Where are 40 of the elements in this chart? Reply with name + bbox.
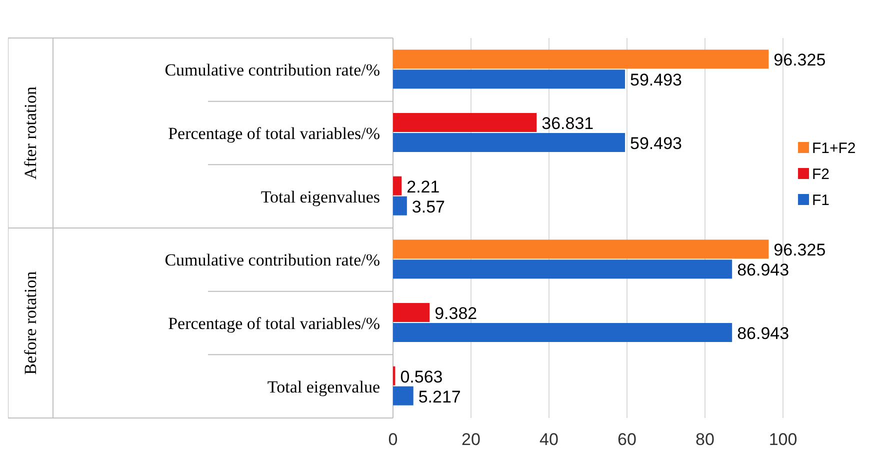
data-label: 59.493 [630, 70, 682, 90]
data-label: 9.382 [434, 304, 478, 323]
data-label: 5.217 [418, 387, 461, 406]
data-label: 0.563 [400, 367, 443, 386]
y-tick-label: Percentage of total variables/% [168, 124, 380, 143]
x-tick-label: 80 [696, 430, 714, 449]
bar [393, 113, 537, 132]
data-label: 96.325 [774, 240, 826, 260]
text: After rotation [21, 86, 40, 180]
x-tick-label: 0 [388, 430, 398, 449]
x-tick-label: 100 [768, 430, 798, 449]
x-tick-label: 20 [462, 430, 480, 449]
bar [393, 133, 626, 152]
legend-label: F1 [812, 192, 830, 209]
bar [393, 50, 769, 69]
y-tick-label: Total eigenvalues [260, 187, 380, 206]
y-tick-label: Total eigenvalue [267, 377, 380, 396]
bar [393, 260, 732, 279]
data-label: 36.831 [542, 114, 594, 133]
legend-label: F2 [812, 166, 830, 183]
data-label: 59.493 [630, 134, 682, 153]
bar [393, 303, 430, 322]
y-tick-label: Cumulative contribution rate/% [164, 250, 380, 270]
text: Before rotation [21, 270, 40, 375]
y-tick-label: Percentage of total variables/% [168, 314, 380, 333]
bar [393, 323, 732, 342]
legend-label: F1+F2 [812, 140, 856, 157]
y-tick-label: Cumulative contribution rate/% [164, 60, 380, 80]
bar [393, 386, 414, 406]
data-label: 3.57 [412, 197, 446, 216]
bar [393, 70, 626, 89]
data-label: 86.943 [737, 324, 790, 343]
bar [393, 176, 402, 196]
x-tick-label: 40 [540, 430, 558, 449]
bar [393, 196, 407, 216]
data-label: 86.943 [737, 260, 790, 280]
x-tick-label: 60 [618, 430, 636, 449]
data-label: 2.21 [406, 177, 440, 196]
bar [393, 240, 769, 259]
data-label: 96.325 [774, 50, 826, 70]
